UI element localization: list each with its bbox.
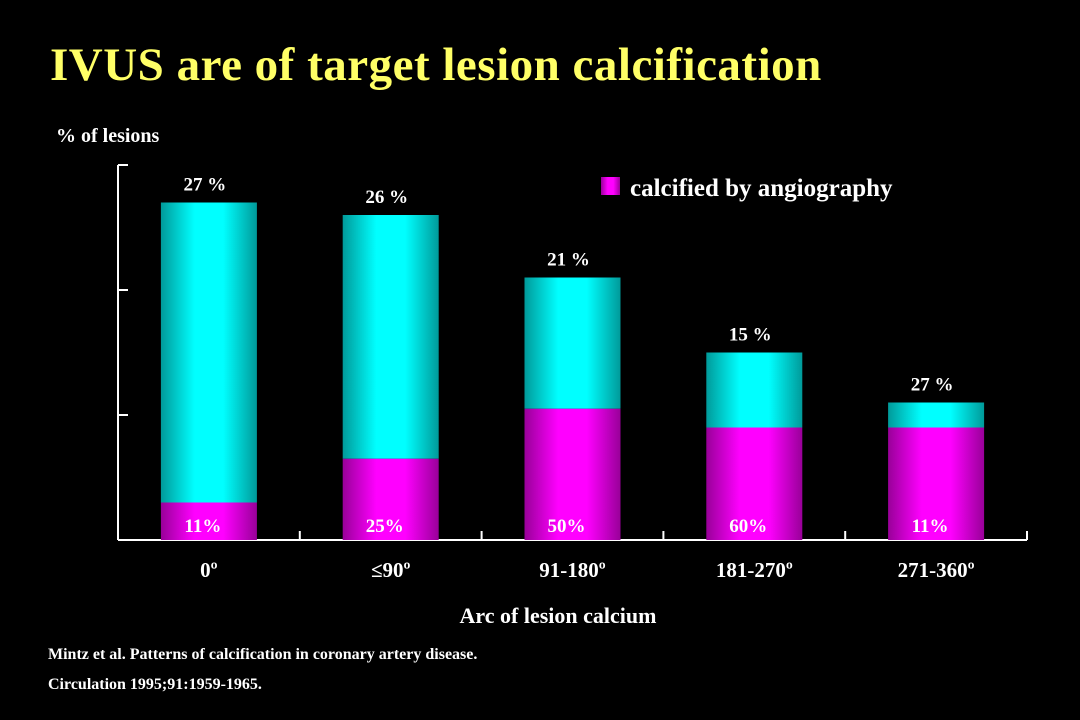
data-label-total: 26 % <box>365 187 408 208</box>
bar-total <box>888 402 985 428</box>
bar-total <box>524 277 621 409</box>
bar-calcified <box>342 458 439 540</box>
data-label-calcified: 11% <box>184 516 221 537</box>
citation-line-1: Mintz et al. Patterns of calcification i… <box>48 646 478 663</box>
bar-total <box>160 202 257 503</box>
bar-total <box>706 352 803 428</box>
data-label-calcified: 11% <box>912 516 949 537</box>
data-label-total: 21 % <box>547 250 590 271</box>
data-label-total: 15 % <box>729 325 772 346</box>
x-tick-label: 91-180º <box>539 558 605 582</box>
page-title: IVUS are of target lesion calcification <box>50 39 822 91</box>
x-tick-label: 271-360º <box>898 558 975 582</box>
data-label-total: 27 % <box>911 375 954 396</box>
y-axis-label: % of lesions <box>56 125 160 147</box>
data-label-calcified: 25% <box>366 516 404 537</box>
data-label-calcified: 60% <box>729 516 767 537</box>
bar-total <box>342 215 439 459</box>
bar-calcified <box>706 427 803 540</box>
x-tick-label: 181-270º <box>716 558 793 582</box>
citation-line-2: Circulation 1995;91:1959-1965. <box>48 676 262 693</box>
bar-calcified <box>160 502 257 540</box>
bar-calcified <box>524 408 621 540</box>
data-label-calcified: 50% <box>548 516 586 537</box>
bar-calcified <box>888 427 985 540</box>
legend-swatch-calcified <box>601 177 620 195</box>
x-axis-label: Arc of lesion calcium <box>460 603 657 628</box>
data-label-total: 27 % <box>184 175 227 196</box>
legend-label-calcified: calcified by angiography <box>630 175 893 202</box>
x-tick-label: 0º <box>200 558 218 582</box>
x-tick-label: ≤90º <box>371 558 411 582</box>
